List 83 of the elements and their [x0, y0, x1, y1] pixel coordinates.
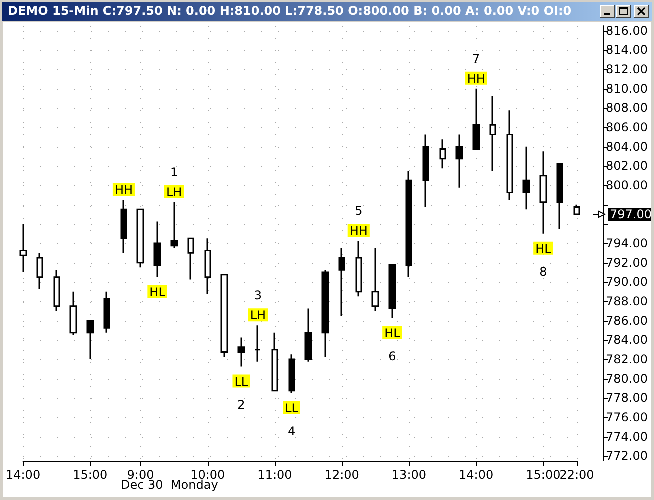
y-tick-label: 782.00: [606, 352, 648, 366]
candlestick: [540, 150, 548, 235]
candlestick: [120, 199, 128, 254]
y-tick-label: 778.00: [606, 391, 648, 406]
x-tick-label: 13:00: [392, 468, 427, 482]
annotation: HL: [150, 285, 166, 300]
y-tick-label: 772.00: [606, 449, 648, 464]
y-tick-label: 774.00: [606, 430, 648, 444]
candlestick: [20, 223, 28, 274]
annotation: LL: [234, 374, 248, 389]
candlestick: [574, 204, 580, 216]
candlestick: [456, 134, 464, 189]
annotation: HL: [384, 326, 401, 340]
candlestick: [136, 208, 144, 268]
y-tick-label: 794.00: [606, 236, 648, 250]
y-tick-label: 810.00: [606, 82, 648, 96]
annotation: 6: [388, 349, 396, 364]
y-tick-label: 802.00: [606, 159, 648, 174]
candlestick: [304, 308, 312, 363]
candlestick: [238, 337, 246, 368]
y-tick-label: 816.00: [606, 24, 648, 38]
candlestick: [388, 264, 396, 320]
candlestick: [338, 248, 346, 317]
candlestick: [204, 238, 212, 295]
annotation: 2: [238, 398, 246, 412]
chart-title: DEMO 15-Min C:797.50 N: 0.00 H:810.00 L:778.50 O:800.00 B: 0.00 A: 0.00 V:0 OI:0: [8, 4, 572, 18]
candlestick: [272, 332, 278, 392]
annotation: LH: [250, 308, 266, 323]
candlestick: [440, 138, 446, 170]
x-tick-label: 15:00: [73, 468, 108, 482]
annotation: HH: [114, 183, 133, 197]
y-tick-label: 792.00: [606, 256, 648, 270]
x-tick-label: 15:00: [526, 468, 561, 482]
annotation: 8: [540, 264, 548, 279]
ref-line-label: 797.00: [610, 208, 652, 222]
candlestick: [86, 320, 94, 360]
candlestick: [490, 95, 496, 172]
x-tick-label: 11:00: [258, 468, 292, 482]
x-tick-label: 12:00: [324, 468, 360, 482]
candlestick: [170, 202, 178, 250]
candlestick: [322, 269, 330, 358]
y-tick-label: 814.00: [606, 43, 648, 58]
annotation: HH: [350, 224, 368, 238]
annotation: 4: [288, 424, 296, 438]
annotation: HH: [467, 72, 486, 86]
candlestick: [220, 274, 228, 358]
candlestick: [288, 354, 296, 394]
candlestick: [356, 240, 362, 298]
candlestick: [54, 269, 60, 312]
y-tick-label: 806.00: [606, 120, 648, 134]
y-tick-label: 800.00: [606, 178, 648, 192]
candlestick: [406, 170, 412, 278]
candlestick: [522, 146, 530, 210]
y-tick-label: 786.00: [606, 314, 648, 328]
candlestick: [254, 324, 262, 363]
y-tick-label: 788.00: [606, 294, 648, 308]
x-tick-label: 14:00: [6, 468, 41, 482]
annotation: 3: [254, 288, 262, 303]
candlestick: [472, 88, 480, 150]
y-tick-label: 784.00: [606, 333, 648, 348]
annotation: HL: [536, 242, 552, 256]
candlestick: [506, 110, 514, 201]
annotation: LL: [285, 401, 299, 416]
candlestick: [372, 248, 380, 312]
candlestick: [70, 291, 78, 336]
y-tick-label: 812.00: [606, 62, 648, 76]
annotation: 1: [170, 165, 178, 180]
candlestick: [556, 163, 564, 230]
candlestick: [422, 134, 430, 208]
y-tick-label: 790.00: [606, 275, 648, 290]
annotation: 5: [355, 204, 363, 218]
x-tick-label: 14:00: [459, 468, 494, 482]
candlestick: [188, 238, 194, 280]
x-tick-label: 22:00: [560, 468, 594, 482]
candlestick: [154, 221, 162, 278]
y-tick-label: 804.00: [606, 140, 648, 154]
candlestick: [36, 252, 44, 290]
y-tick-label: 808.00: [606, 101, 648, 116]
candlestick: [104, 291, 110, 334]
y-tick-label: 776.00: [606, 410, 648, 424]
annotation: LH: [166, 185, 182, 200]
annotation: 7: [472, 52, 480, 66]
y-tick-label: 780.00: [606, 372, 648, 386]
